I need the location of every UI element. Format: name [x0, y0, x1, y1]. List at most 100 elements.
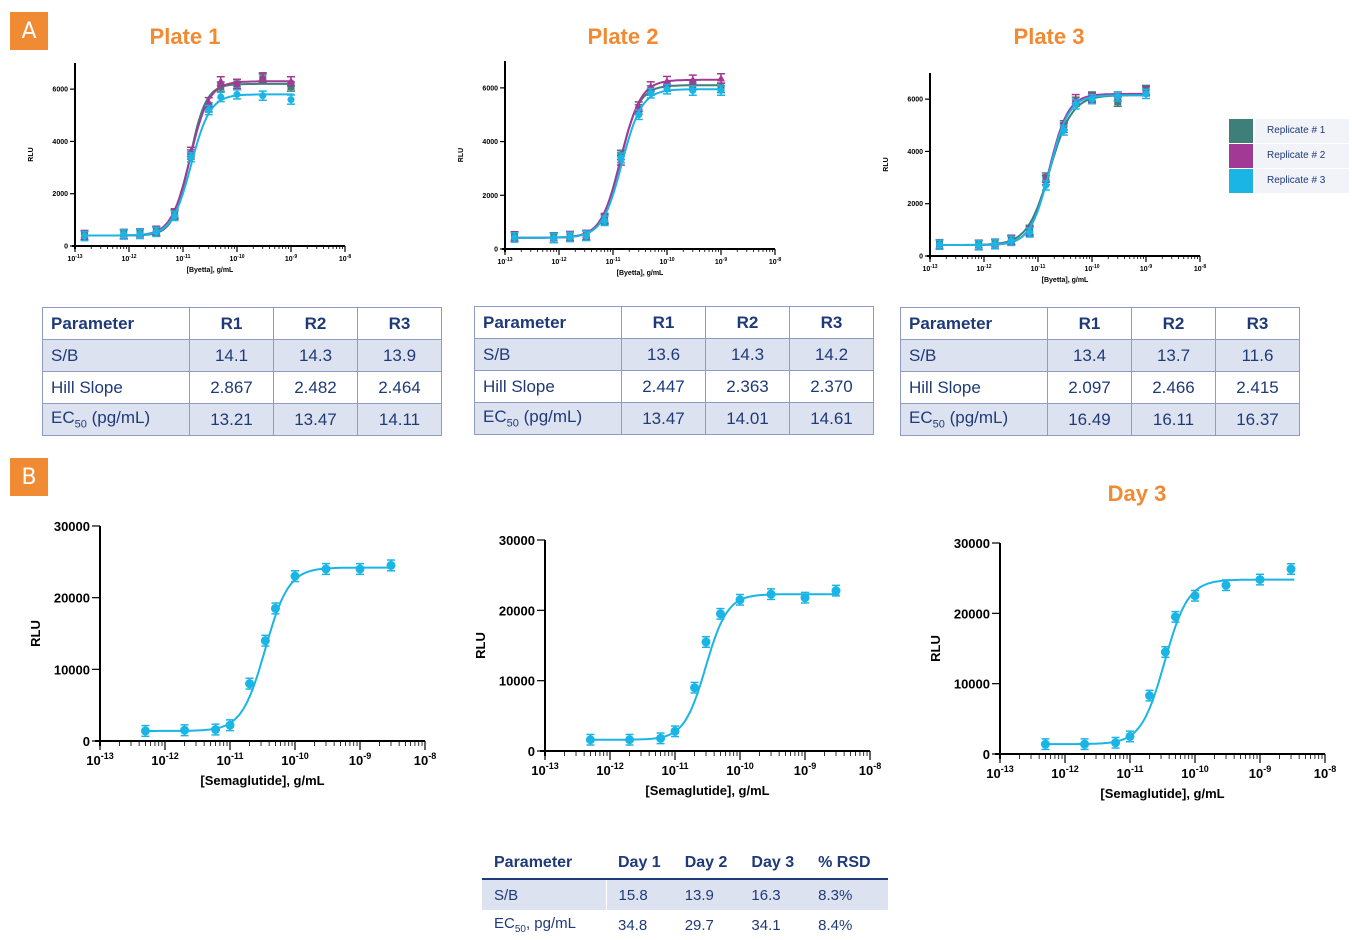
- y-axis-label: RLU: [473, 632, 488, 659]
- table-header: % RSD: [806, 848, 889, 880]
- data-point: [625, 735, 635, 745]
- data-point: [287, 96, 295, 104]
- data-point: [975, 241, 983, 249]
- table-header: R2: [1131, 307, 1216, 340]
- value-cell: 2.466: [1131, 371, 1216, 404]
- value-cell: 14.1: [189, 339, 274, 372]
- x-tick-label: 10-9: [1140, 264, 1152, 273]
- plate-3-chart: 0 2000 4000 6000 10-13 10-12 10-11 10-10 10-9 10-…: [883, 73, 1206, 284]
- plate-3-table: Parameter R1 R2 R3 S/B 13.4 13.7 11.6 Hi…: [900, 307, 1300, 436]
- x-tick-label: 10-12: [551, 257, 566, 266]
- value-cell: 16.37: [1215, 403, 1300, 436]
- plate-3-title: Plate 3: [1013, 24, 1085, 49]
- table-header-row: Parameter Day 1 Day 2 Day 3 % RSD: [482, 848, 889, 880]
- x-tick-label: 10-8: [859, 761, 881, 778]
- param-cell: S/B: [482, 879, 606, 910]
- value-cell: 8.3%: [806, 879, 889, 910]
- data-point: [1221, 580, 1231, 590]
- data-point: [171, 212, 179, 220]
- data-point: [1145, 691, 1155, 701]
- plate-2-table: Parameter R1 R2 R3 S/B 13.6 14.3 14.2 Hi…: [474, 306, 874, 435]
- table-header: Day 3: [739, 848, 807, 880]
- value-cell: 2.447: [621, 370, 706, 403]
- data-point: [601, 217, 609, 225]
- panel-b-tag: B: [10, 458, 48, 496]
- legend-item: Replicate # 1: [1229, 118, 1349, 143]
- param-rest: (pg/mL): [944, 408, 1009, 428]
- series-fit-line: [587, 593, 840, 741]
- table-row: S/B 13.6 14.3 14.2: [474, 338, 874, 371]
- data-point: [688, 75, 697, 83]
- value-cell: 13.47: [273, 403, 358, 436]
- table-header: R1: [189, 307, 274, 340]
- day-1-chart: 0 10000 20000 30000 10-13 10-12 10-11 10-10 10-9…: [28, 519, 436, 788]
- series-fit-line: [511, 84, 724, 239]
- data-point: [663, 77, 671, 85]
- data-point: [1111, 738, 1121, 748]
- value-cell: 29.7: [684, 916, 714, 934]
- table-row: S/B 15.8 13.9 16.3 8.3%: [482, 879, 889, 910]
- data-point: [260, 636, 270, 646]
- value-cell: 13.47: [621, 402, 706, 435]
- x-tick-label: 10-13: [67, 254, 82, 263]
- x-tick-label: 10-10: [659, 257, 674, 266]
- y-tick-label: 4000: [52, 139, 68, 146]
- x-tick-label: 10-10: [1084, 264, 1099, 273]
- data-point: [766, 589, 776, 599]
- data-point: [204, 98, 213, 106]
- value-cell: 15.8: [605, 879, 673, 910]
- y-tick-label: 30000: [954, 536, 990, 551]
- table-header: Day 2: [672, 848, 740, 880]
- param-main: EC: [909, 408, 933, 428]
- x-axis-label: [Semaglutide], g/mL: [645, 783, 769, 798]
- data-point: [386, 560, 396, 570]
- x-tick-label: 10-8: [1314, 764, 1336, 781]
- data-point: [120, 230, 128, 238]
- param-main: EC: [51, 408, 75, 428]
- x-tick-label: 10-9: [285, 254, 297, 263]
- x-tick-label: 10-11: [606, 257, 621, 266]
- y-tick-label: 2000: [52, 191, 68, 198]
- data-point: [1088, 95, 1096, 103]
- x-tick-label: 10-8: [1194, 264, 1206, 273]
- data-point: [1286, 564, 1296, 574]
- day-2-chart: 0 10000 20000 30000 10-13 10-12 10-11 10-10 10-9…: [473, 533, 881, 798]
- data-point: [187, 153, 195, 161]
- x-tick-label: 10-11: [176, 254, 191, 263]
- table-row: S/B 13.4 13.7 11.6: [900, 339, 1300, 372]
- param-rest: (pg/mL): [86, 408, 151, 428]
- plate-2-title: Plate 2: [587, 24, 659, 49]
- data-point: [1160, 647, 1170, 657]
- legend-label: Replicate # 3: [1255, 168, 1349, 193]
- data-point: [656, 733, 666, 743]
- table-header: Parameter: [482, 848, 606, 880]
- value-cell: 2.482: [273, 371, 358, 404]
- x-tick-label: 10-10: [1181, 764, 1208, 781]
- param-sub: 50: [932, 418, 945, 431]
- y-tick-label: 20000: [954, 606, 990, 621]
- data-point: [233, 79, 241, 87]
- data-point: [1042, 181, 1050, 189]
- plate-2-chart: 0 2000 4000 6000 10-13 10-12 10-11 10-10 10-9 10-…: [458, 61, 781, 277]
- data-point: [205, 106, 213, 114]
- data-point: [152, 228, 160, 236]
- x-tick-label: 10-12: [151, 751, 178, 768]
- param-sub: 50: [74, 418, 87, 431]
- y-tick-label: 2000: [907, 201, 923, 208]
- data-point: [690, 683, 700, 693]
- value-cell: 13.9: [357, 339, 442, 372]
- data-point: [617, 154, 625, 162]
- y-tick-label: 20000: [54, 591, 90, 606]
- data-point: [290, 571, 300, 581]
- data-point: [1190, 591, 1200, 601]
- param-main: EC: [494, 915, 515, 932]
- data-point: [585, 735, 595, 745]
- table-header-row: Parameter R1 R2 R3: [474, 306, 874, 339]
- x-tick-label: 10-8: [339, 254, 351, 263]
- data-point: [1072, 100, 1080, 108]
- data-point: [701, 637, 711, 647]
- data-point: [689, 87, 697, 95]
- param-sub: 50: [506, 417, 519, 430]
- day-table: Parameter Day 1 Day 2 Day 3 % RSD S/B 15…: [482, 848, 889, 940]
- value-cell: 2.464: [357, 371, 442, 404]
